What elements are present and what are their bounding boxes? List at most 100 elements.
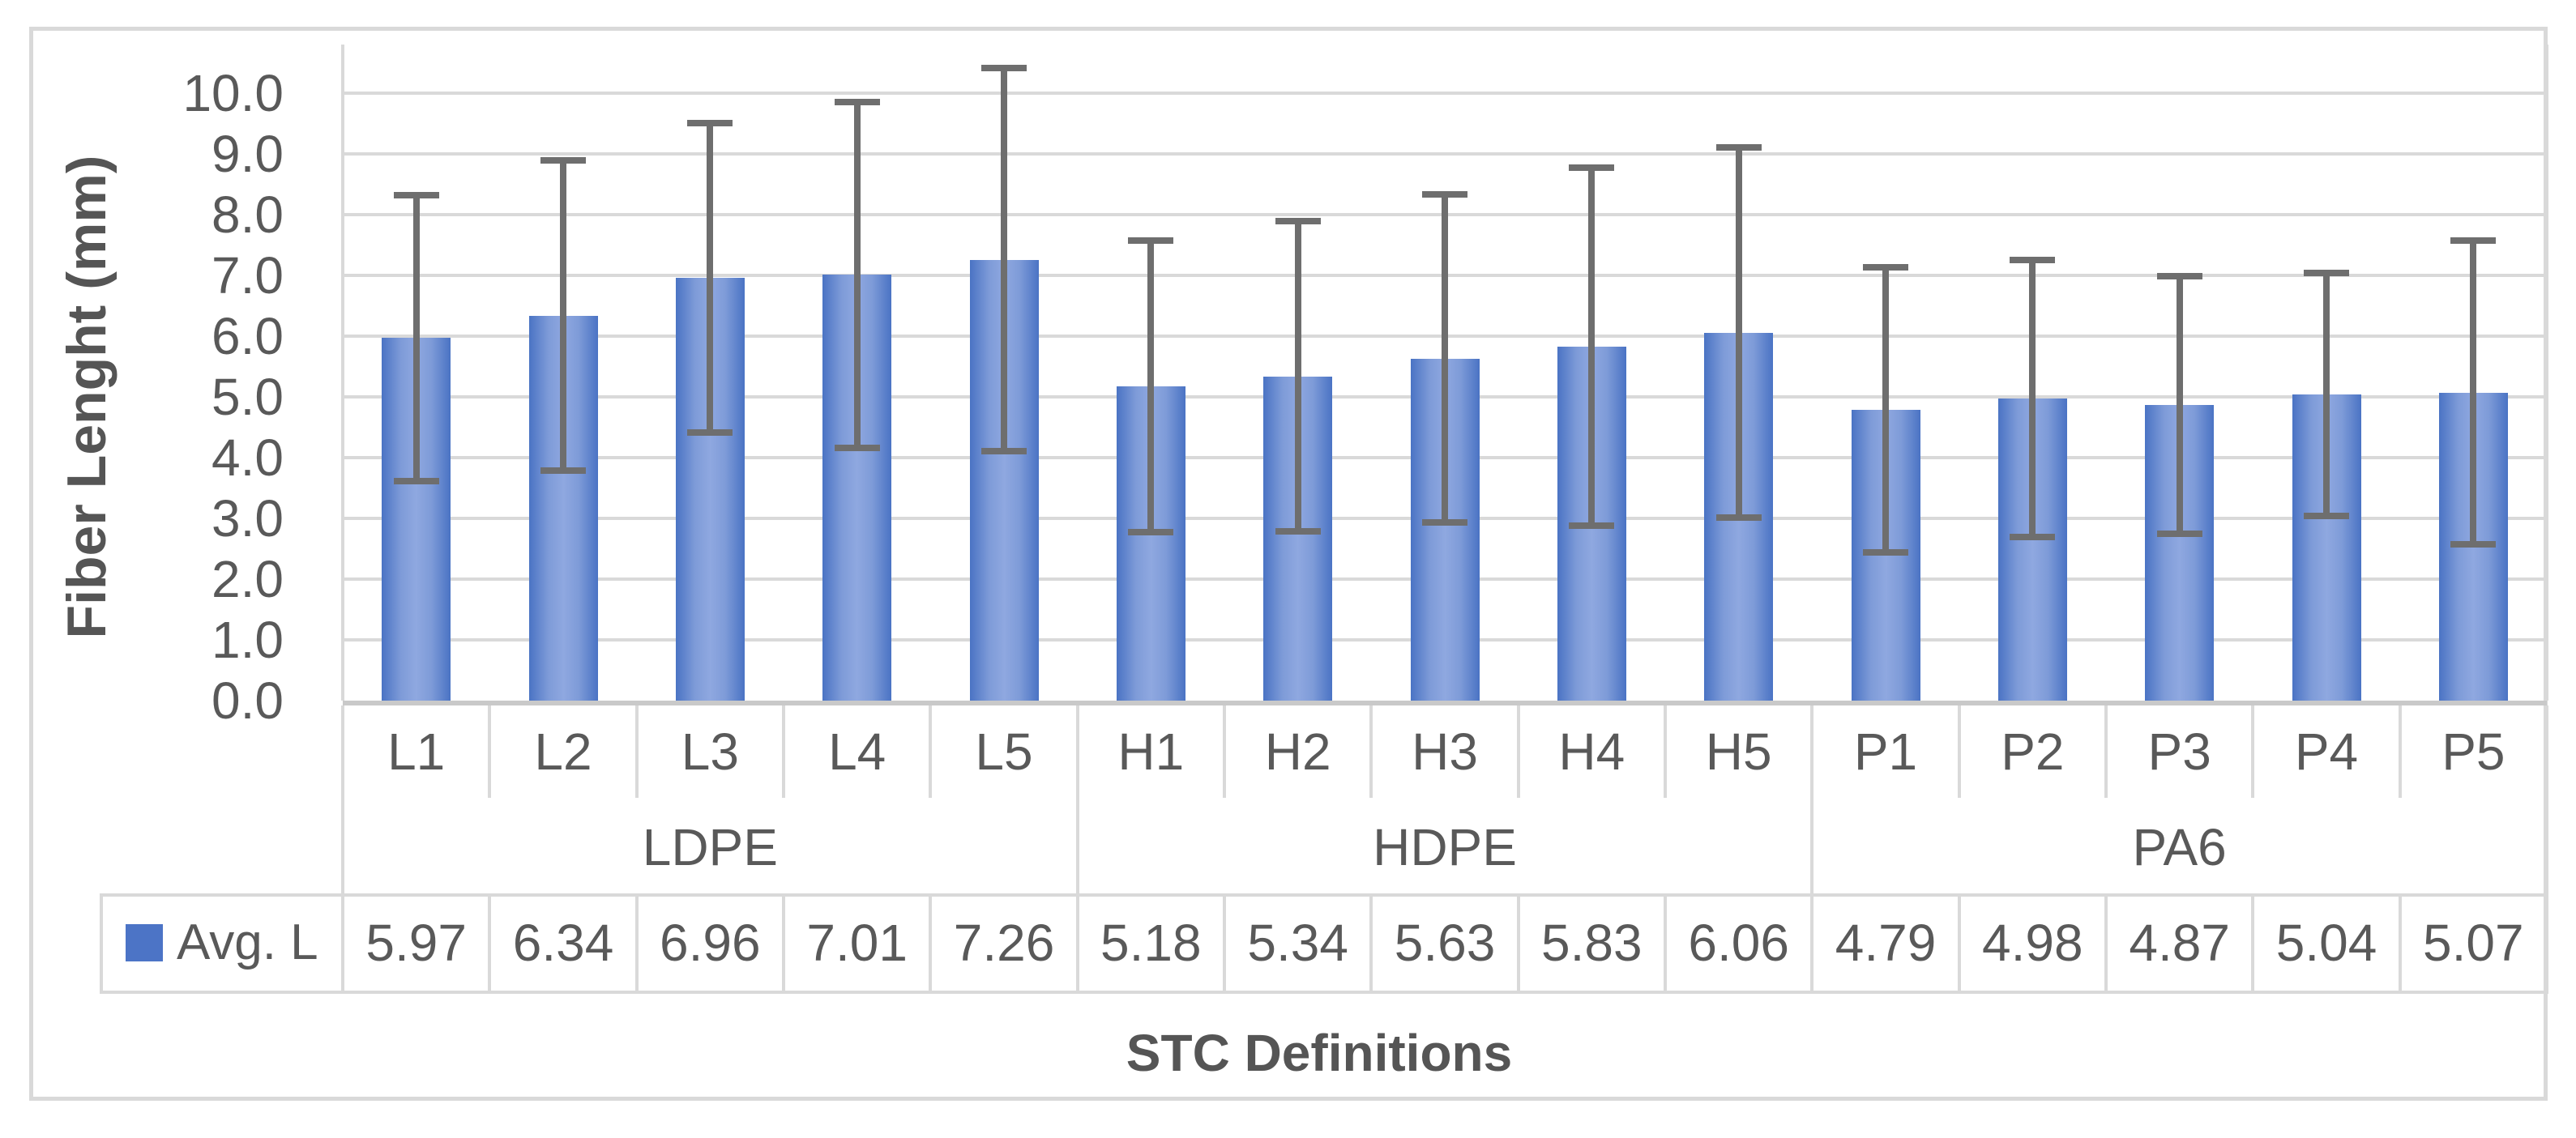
error-bar-cap-top [1422, 191, 1467, 198]
table-border-vertical [782, 895, 785, 992]
category-label-L5: L5 [975, 722, 1033, 781]
error-bar-cap-bottom [1715, 514, 1762, 522]
value-cell-L5: 7.26 [953, 914, 1055, 972]
table-border-vertical [1369, 705, 1373, 798]
category-label-H3: H3 [1412, 722, 1478, 781]
table-border-vertical [1369, 895, 1373, 992]
error-bar-cap-top [981, 65, 1027, 72]
x-axis-line [343, 701, 2547, 705]
y-tick-label: 3.0 [211, 489, 284, 548]
error-bar-P2 [2029, 259, 2036, 537]
value-cell-L2: 6.34 [512, 914, 614, 972]
value-cell-H2: 5.34 [1247, 914, 1348, 972]
error-bar-H3 [1442, 194, 1448, 523]
error-bar-cap-top [2450, 237, 2497, 245]
error-bar-cap-top [1275, 218, 1321, 225]
error-bar-H5 [1735, 147, 1742, 518]
table-border-vertical [1957, 895, 1961, 992]
value-cell-P3: 4.87 [2129, 914, 2230, 972]
category-label-L2: L2 [534, 722, 592, 781]
error-bar-cap-bottom [1422, 519, 1467, 526]
error-bar-P3 [2176, 275, 2183, 534]
error-bar-cap-top [1128, 237, 1174, 244]
error-bar-cap-top [540, 157, 586, 164]
error-bar-P1 [1882, 266, 1889, 552]
error-bar-L1 [412, 195, 420, 481]
table-border-vertical [2104, 895, 2108, 992]
error-bar-H1 [1147, 240, 1155, 532]
legend-cell-left-border [100, 895, 103, 992]
table-border-vertical [2545, 705, 2548, 992]
table-border-vertical [2398, 895, 2402, 992]
value-cell-P4: 5.04 [2275, 914, 2377, 972]
error-bar-cap-bottom [687, 429, 733, 437]
table-border-vertical [2398, 705, 2402, 798]
error-bar-cap-bottom [1128, 528, 1174, 535]
error-bar-cap-bottom [2010, 533, 2056, 540]
table-border-vertical [1810, 705, 1814, 992]
y-tick-label: 2.0 [211, 550, 284, 608]
error-bar-cap-top [393, 192, 439, 198]
table-border-vertical [929, 895, 933, 992]
category-label-P5: P5 [2441, 722, 2506, 781]
table-border-vertical [341, 705, 344, 992]
category-label-P3: P3 [2147, 722, 2211, 781]
value-cell-H1: 5.18 [1100, 914, 1202, 972]
error-bar-cap-top [2010, 256, 2056, 263]
table-border-vertical [2251, 705, 2255, 798]
gridline [343, 152, 2547, 156]
table-border-vertical [1957, 705, 1961, 798]
table-border-vertical [929, 705, 933, 798]
error-bar-L3 [707, 122, 714, 433]
error-bar-cap-bottom [981, 447, 1027, 454]
table-border-vertical [634, 705, 639, 798]
group-label-PA6: PA6 [2132, 818, 2227, 876]
error-bar-cap-top [1715, 143, 1762, 151]
y-tick-label: 7.0 [211, 246, 284, 305]
value-row-top-border [100, 893, 2548, 897]
value-cell-P5: 5.07 [2423, 914, 2524, 972]
error-bar-cap-top [687, 119, 733, 126]
plot-left-border [341, 45, 344, 701]
table-border-vertical [1516, 705, 1520, 798]
error-bar-P5 [2470, 241, 2477, 545]
table-border-vertical [2251, 895, 2255, 992]
table-border-vertical [1664, 895, 1667, 992]
y-tick-label: 6.0 [211, 307, 284, 365]
value-cell-H4: 5.83 [1541, 914, 1643, 972]
error-bar-P4 [2323, 273, 2330, 516]
table-border-vertical [2104, 705, 2108, 798]
value-cell-P1: 4.79 [1835, 914, 1937, 972]
value-cell-H3: 5.63 [1394, 914, 1496, 972]
error-bar-cap-bottom [1275, 527, 1321, 535]
error-bar-cap-bottom [2156, 530, 2202, 537]
y-tick-label: 10.0 [182, 64, 284, 122]
error-bar-cap-bottom [393, 477, 439, 484]
category-label-P2: P2 [2001, 722, 2065, 781]
y-tick-label: 4.0 [211, 428, 284, 487]
value-cell-H5: 6.06 [1688, 914, 1789, 972]
group-label-LDPE: LDPE [642, 818, 778, 876]
category-label-H2: H2 [1264, 722, 1331, 781]
category-label-P4: P4 [2294, 722, 2359, 781]
table-border-vertical [1664, 705, 1667, 798]
error-bar-cap-top [1863, 263, 1908, 271]
y-tick-label: 8.0 [211, 185, 284, 244]
table-border-vertical [1223, 895, 1226, 992]
error-bar-cap-top [2156, 272, 2202, 279]
error-bar-H4 [1588, 167, 1596, 526]
plot-right-border [2545, 45, 2548, 701]
category-label-H4: H4 [1558, 722, 1625, 781]
error-bar-cap-bottom [2450, 541, 2497, 548]
error-bar-L2 [560, 160, 566, 471]
y-tick-label: 9.0 [211, 125, 284, 183]
y-tick-label: 5.0 [211, 368, 284, 426]
error-bar-cap-bottom [1863, 549, 1908, 556]
category-label-L1: L1 [387, 722, 446, 781]
error-bar-cap-bottom [2304, 513, 2349, 519]
legend-label: Avg. L [177, 914, 318, 970]
category-label-L3: L3 [681, 722, 739, 781]
error-bar-cap-bottom [834, 445, 880, 451]
table-border-vertical [782, 705, 785, 798]
x-axis-title: STC Definitions [1126, 1024, 1513, 1082]
